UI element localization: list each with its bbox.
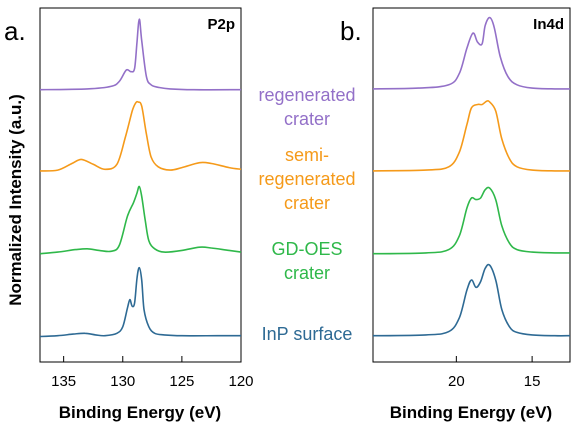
panel-a-corner-label: P2p	[207, 16, 235, 33]
panel-a-series-gd-oes-crater	[39, 185, 242, 255]
series-label-line: crater	[284, 109, 330, 129]
panel-b-series-inp-surface	[372, 263, 571, 337]
panel-b-series-regenerated-crater	[372, 16, 571, 90]
series-label-line: GD-OES	[271, 239, 342, 259]
series-label-line: regenerated	[258, 85, 355, 105]
panel-b-letter: b.	[340, 16, 362, 46]
panel-b-series-gd-oes-crater	[372, 186, 571, 255]
series-label-line: regenerated	[258, 169, 355, 189]
series-label-semi-regenerated-crater: semi-regenerated crater	[258, 145, 355, 213]
panel-a-tick-label-120: 120	[228, 373, 253, 390]
panel-b-tick-label-15: 15	[524, 373, 541, 390]
series-label-regenerated-crater: regenerated crater	[258, 85, 355, 129]
series-label-line: semi-	[285, 145, 329, 165]
series-label-line: crater	[284, 193, 330, 213]
panel-b-curves	[372, 16, 571, 337]
panel-a-frame	[39, 7, 242, 363]
panel-b-corner-label: In4d	[533, 16, 564, 33]
panel-b-x-ticks: 20 15	[448, 356, 540, 390]
panel-a-series-regenerated-crater	[39, 18, 242, 91]
panel-b-tick-label-20: 20	[448, 373, 465, 390]
panel-a-tick-label-135: 135	[51, 373, 76, 390]
series-label-inp-surface: InP surface	[262, 324, 353, 344]
series-label-gd-oes-crater: GD-OES crater	[271, 239, 342, 283]
panel-a-curves	[39, 18, 242, 338]
series-label-line: crater	[284, 263, 330, 283]
panel-a-series-semi-regenerated-crater	[39, 100, 242, 172]
panel-a-tick-label-130: 130	[110, 373, 135, 390]
panel-b-series-semi-regenerated-crater	[372, 100, 571, 172]
panel-a-x-axis-label: Binding Energy (eV)	[59, 403, 221, 422]
panel-a-p2p: a. P2p 135 130 125 120 Binding Energy (eV) …	[4, 7, 254, 422]
y-axis-label: Normalized Intensity (a.u.)	[6, 94, 25, 306]
series-label-line: InP surface	[262, 324, 353, 344]
panel-a-x-ticks: 135 130 125 120	[51, 356, 254, 390]
panel-a-series-inp-surface	[39, 266, 241, 338]
panel-b-x-axis-label: Binding Energy (eV)	[390, 403, 552, 422]
panel-a-letter: a.	[4, 16, 26, 46]
panel-b-frame	[372, 7, 571, 363]
panel-a-tick-label-125: 125	[169, 373, 194, 390]
panel-b-in4d: b. In4d 20 15 Binding Energy (eV)	[340, 7, 571, 422]
